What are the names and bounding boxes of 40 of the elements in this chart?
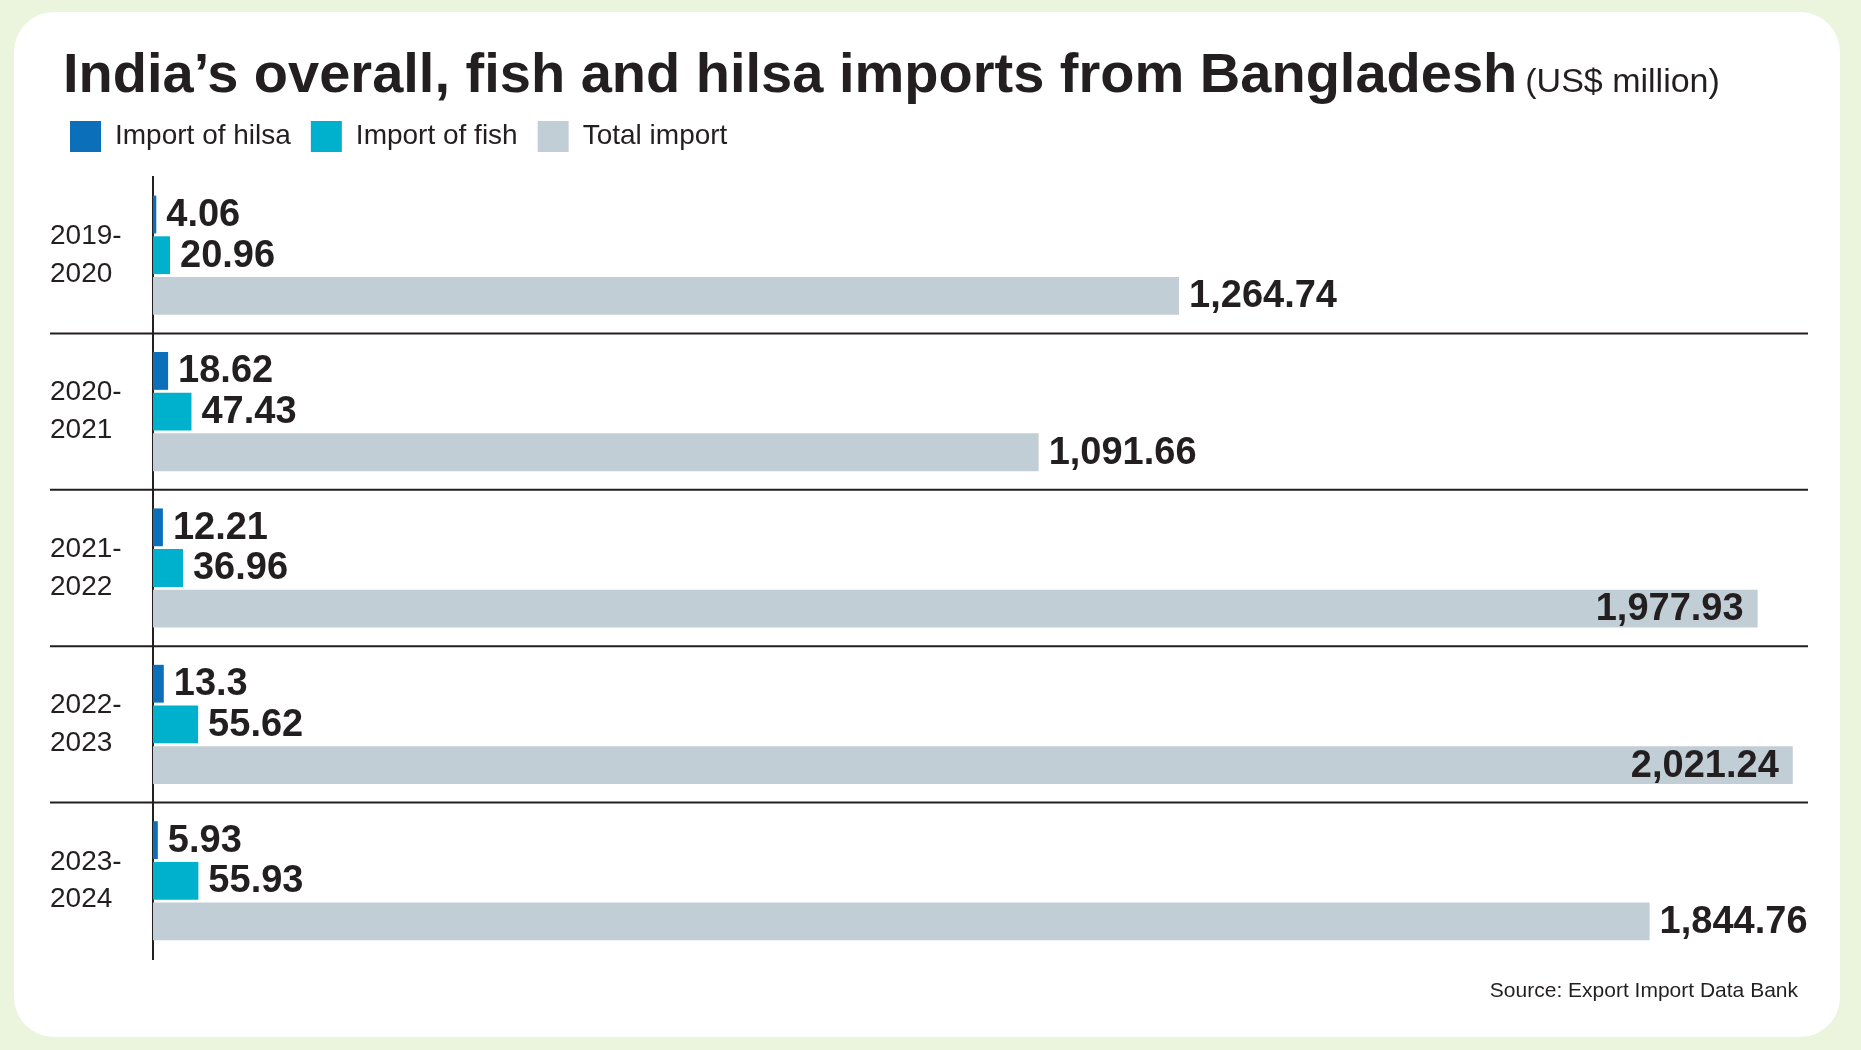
bar	[153, 821, 158, 860]
bar	[153, 392, 192, 431]
y-tick-label: 2023-2024	[50, 844, 122, 914]
data-label: 20.96	[180, 232, 276, 275]
bar	[153, 236, 170, 275]
bar	[153, 705, 199, 744]
data-label: 4.06	[166, 192, 241, 235]
data-label: 55.62	[208, 701, 304, 744]
bar	[153, 589, 1758, 628]
data-label: 1,844.76	[1659, 898, 1808, 941]
source-note: Source: Export Import Data Bank	[1489, 978, 1798, 1002]
bar	[153, 508, 163, 547]
bar	[153, 433, 1039, 472]
bar	[153, 902, 1650, 941]
legend-label: Import of hilsa	[115, 119, 292, 151]
bar	[153, 549, 183, 587]
data-label: 1,264.74	[1189, 273, 1337, 316]
bar	[153, 664, 164, 703]
data-label: 1,977.93	[1595, 586, 1744, 629]
data-label: 2,021.24	[1630, 742, 1779, 785]
data-label: 13.3	[173, 661, 248, 704]
bar	[153, 352, 169, 390]
y-tick-label: 2021-2022	[50, 531, 122, 601]
chart-subtitle: (US$ million)	[1525, 61, 1720, 99]
legend-label: Import of fish	[355, 119, 518, 151]
legend-label: Total import	[582, 119, 728, 151]
data-label: 1,091.66	[1048, 429, 1197, 472]
data-label: 5.93	[167, 817, 242, 860]
y-tick-label: 2019-2020	[50, 219, 122, 288]
data-label: 18.62	[178, 348, 274, 391]
bar	[153, 861, 199, 900]
data-label: 12.21	[172, 504, 268, 547]
data-label: 36.96	[192, 545, 289, 588]
data-label: 55.93	[208, 858, 304, 901]
bar	[153, 276, 1180, 315]
y-tick-label: 2020-2021	[50, 375, 122, 445]
bar	[153, 746, 1793, 784]
chart-title: India’s overall, fish and hilsa imports from Bangladesh	[63, 41, 1518, 104]
data-label: 47.43	[201, 389, 297, 432]
y-tick-label: 2022-2023	[50, 688, 122, 758]
